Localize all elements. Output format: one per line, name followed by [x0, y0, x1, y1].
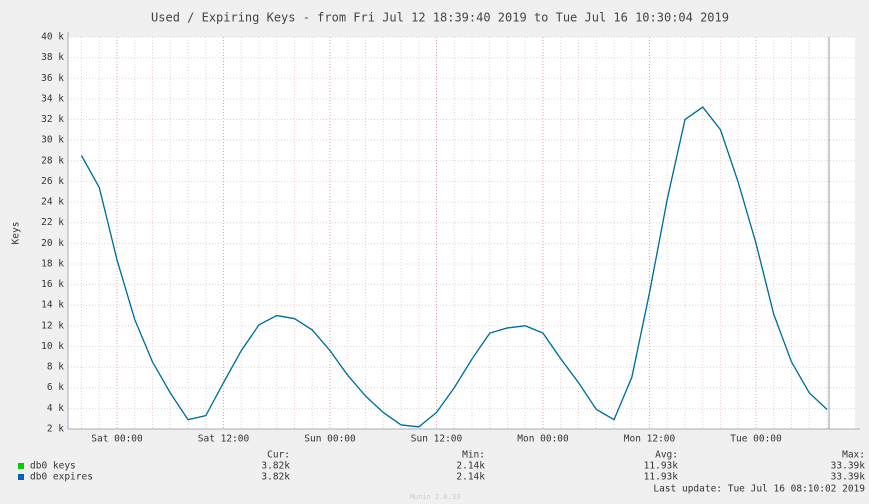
x-tick-label: Sat 00:00	[91, 434, 143, 445]
legend-value: 3.82k	[261, 472, 290, 483]
x-tick-label: Sun 00:00	[304, 434, 356, 445]
last-update: Last update: Tue Jul 16 08:10:02 2019	[653, 484, 865, 495]
footer: Munin 2.0.33	[410, 493, 461, 501]
legend-value: 33.39k	[831, 472, 866, 483]
legend-value: 11.93k	[644, 461, 679, 472]
y-tick-label: 26 k	[41, 176, 64, 187]
x-tick-label: Tue 00:00	[730, 434, 782, 445]
legend-swatch	[18, 474, 24, 480]
legend-header: Cur:	[267, 450, 290, 461]
y-tick-label: 24 k	[41, 197, 64, 208]
x-tick-label: Sun 12:00	[411, 434, 463, 445]
legend-header: Min:	[462, 450, 485, 461]
legend: Cur: Min: Avg: Max: db0 keys 3.82k 2.14k 11.93k…	[18, 450, 865, 483]
plot-area	[68, 37, 855, 429]
y-tick-label: 4 k	[47, 403, 64, 414]
lines	[80, 106, 828, 428]
y-tick-label: 38 k	[41, 52, 64, 63]
legend-value: 11.93k	[644, 472, 679, 483]
legend-swatch	[18, 463, 24, 469]
legend-header: Avg:	[655, 450, 678, 461]
y-tick-label: 8 k	[47, 362, 64, 373]
y-tick-label: 10 k	[41, 341, 64, 352]
grid	[68, 36, 855, 430]
y-tick-label: 36 k	[41, 73, 64, 84]
y-tick-label: 22 k	[41, 217, 64, 228]
legend-label: db0 keys	[30, 461, 76, 472]
y-tick-label: 12 k	[41, 320, 64, 331]
y-tick-label: 30 k	[41, 135, 64, 146]
legend-value: 2.14k	[456, 461, 485, 472]
y-axis-label: Keys	[11, 222, 22, 245]
x-tick-label: Mon 12:00	[624, 434, 676, 445]
y-tick-label: 34 k	[41, 93, 64, 104]
x-tick-label: Mon 00:00	[517, 434, 569, 445]
legend-value: 33.39k	[831, 461, 866, 472]
y-tick-label: 2 k	[47, 424, 64, 435]
legend-label: db0 expires	[30, 472, 93, 483]
y-tick-label: 14 k	[41, 300, 64, 311]
legend-header: Max:	[842, 450, 865, 461]
y-tick-label: 28 k	[41, 155, 64, 166]
chart-title: Used / Expiring Keys - from Fri Jul 12 1…	[151, 11, 729, 25]
y-tick-label: 40 k	[41, 32, 64, 43]
x-tick-label: Sat 12:00	[198, 434, 250, 445]
legend-value: 3.82k	[261, 461, 290, 472]
y-tick-label: 18 k	[41, 258, 64, 269]
y-tick-label: 32 k	[41, 114, 64, 125]
y-tick-label: 6 k	[47, 382, 64, 393]
legend-value: 2.14k	[456, 472, 485, 483]
series-line	[80, 106, 828, 428]
y-tick-label: 16 k	[41, 279, 64, 290]
y-tick-label: 20 k	[41, 238, 64, 249]
